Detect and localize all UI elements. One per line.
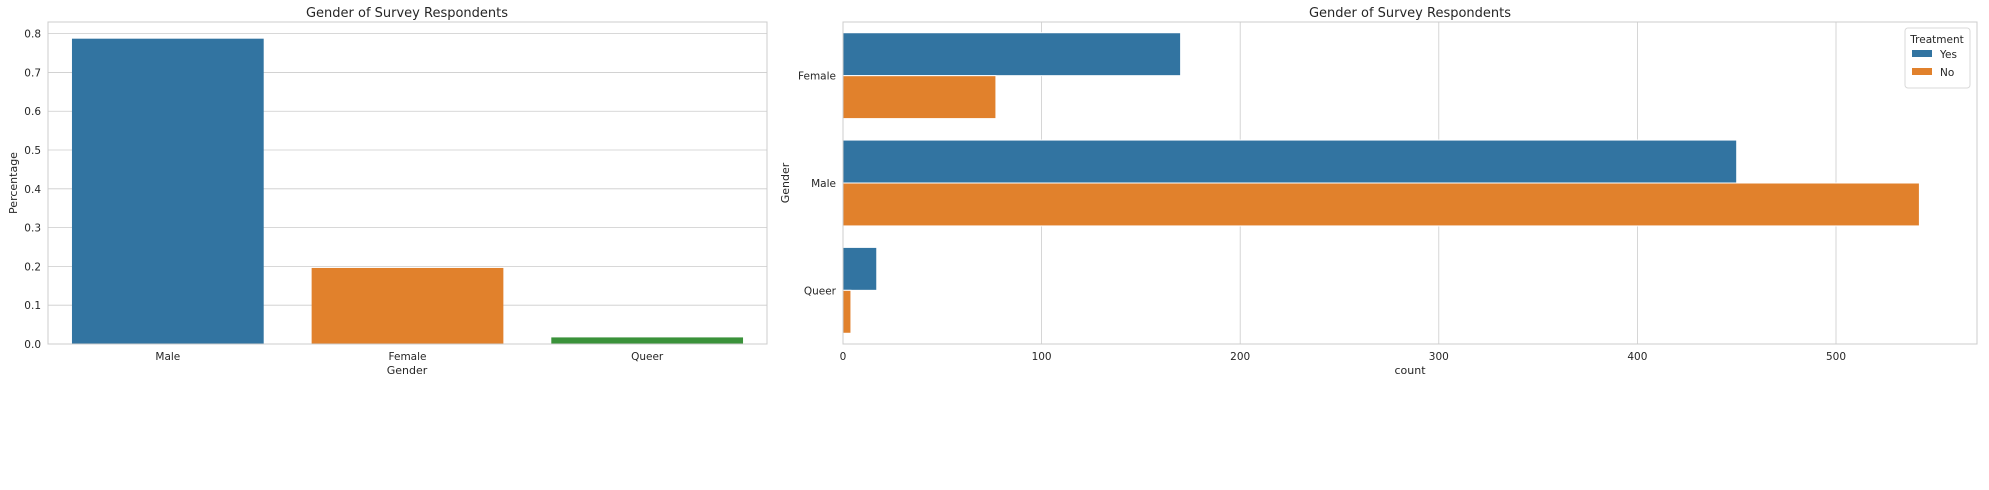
plot-frame <box>47 21 768 345</box>
legend-title: Treatment <box>1909 34 1963 46</box>
x-tick-label: 100 <box>1032 351 1052 363</box>
bar-male <box>71 38 264 345</box>
y-tick-label: 0.8 <box>24 29 41 41</box>
y-tick-label: 0.2 <box>24 261 41 273</box>
y-axis-label: Gender <box>779 162 792 203</box>
bar-female-yes <box>842 32 1182 77</box>
chart-title: Gender of Survey Respondents <box>306 6 508 21</box>
y-tick-label: 0.1 <box>24 300 41 312</box>
y-tick-label: Male <box>811 178 836 190</box>
y-tick-label: 0.7 <box>24 67 41 79</box>
x-tick-label: Queer <box>631 351 664 363</box>
legend-label-no: No <box>1940 67 1954 79</box>
bar-queer-yes <box>842 246 878 291</box>
x-tick-label: Female <box>389 351 427 363</box>
y-tick-label: 0.3 <box>24 223 41 235</box>
legend-swatch-yes <box>1912 50 1932 57</box>
x-tick-labels: Male Female Queer <box>155 351 664 363</box>
y-tick-label: Queer <box>804 285 837 297</box>
bar-female-no <box>842 75 997 120</box>
x-tick-label: 0 <box>840 351 847 363</box>
bar-queer-no <box>842 289 852 334</box>
x-tick-label: 400 <box>1627 351 1647 363</box>
y-tick-label: Female <box>798 71 836 83</box>
bars <box>71 38 744 345</box>
legend-swatch-no <box>1912 68 1932 75</box>
bars <box>842 32 1920 334</box>
legend-label-yes: Yes <box>1939 49 1957 61</box>
x-tick-label: 300 <box>1429 351 1449 363</box>
x-tick-label: 500 <box>1826 351 1846 363</box>
y-tick-labels: Female Male Queer <box>798 71 837 298</box>
plot-frame <box>842 21 1978 345</box>
treatment-count-chart: 0 100 200 300 400 500 Female Male Queer Gender … <box>779 6 1978 377</box>
x-tick-label: Male <box>155 351 180 363</box>
y-tick-labels: 0.0 0.1 0.2 0.3 0.4 0.5 0.6 0.7 0.8 <box>24 29 41 351</box>
bar-queer <box>551 337 744 344</box>
x-axis-label: Gender <box>387 364 428 377</box>
x-axis-label: count <box>1394 364 1426 377</box>
x-tick-labels: 0 100 200 300 400 500 <box>840 351 1846 363</box>
percentage-bar-chart: 0.0 0.1 0.2 0.3 0.4 0.5 0.6 0.7 0.8 Male Female Qu… <box>7 6 768 377</box>
y-tick-label: 0.4 <box>24 184 41 196</box>
y-axis-label: Percentage <box>7 152 20 214</box>
y-tick-label: 0.0 <box>24 339 41 351</box>
chart-title: Gender of Survey Respondents <box>1309 6 1511 21</box>
legend: Treatment Yes No <box>1904 27 1971 89</box>
y-tick-label: 0.5 <box>24 145 41 157</box>
y-tick-label: 0.6 <box>24 106 41 118</box>
x-tick-label: 200 <box>1230 351 1250 363</box>
bar-female <box>311 267 504 344</box>
bar-male-no <box>842 182 1920 227</box>
bar-male-yes <box>842 139 1738 184</box>
